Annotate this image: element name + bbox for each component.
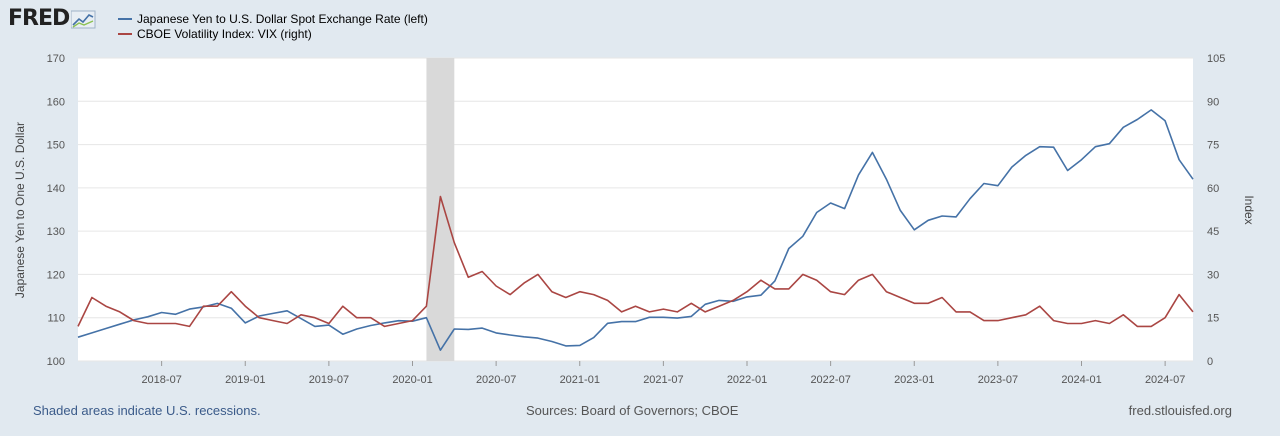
- series-group: [77, 109, 1194, 352]
- y-right-tick-label: 0: [1207, 356, 1213, 368]
- y-axis-right-label: Index: [1242, 195, 1256, 224]
- legend: Japanese Yen to U.S. Dollar Spot Exchang…: [118, 11, 428, 41]
- y-right-tick-label: 30: [1207, 269, 1219, 281]
- y-left-tick-label: 170: [47, 53, 65, 65]
- fred-logo[interactable]: FRED: [8, 6, 97, 31]
- legend-label-yen: Japanese Yen to U.S. Dollar Spot Exchang…: [137, 11, 428, 26]
- series-line-vix: [77, 195, 1194, 328]
- y-right-tick-label: 90: [1207, 96, 1219, 108]
- plot-area: [78, 58, 1193, 361]
- x-tick-label: 2023-07: [978, 374, 1018, 386]
- x-tick-label: 2022-01: [727, 374, 767, 386]
- y-left-tick-label: 110: [47, 313, 65, 325]
- x-tick-label: 2021-07: [643, 374, 683, 386]
- x-tick-label: 2020-07: [476, 374, 516, 386]
- recession-note: Shaded areas indicate U.S. recessions.: [33, 403, 261, 418]
- x-tick-label: 2021-01: [560, 374, 600, 386]
- y-right-tick-label: 105: [1207, 53, 1225, 65]
- x-tick-label: 2023-01: [894, 374, 934, 386]
- x-tick-label: 2022-07: [810, 374, 850, 386]
- y-left-tick-label: 100: [47, 356, 65, 368]
- x-tick-label: 2020-01: [392, 374, 432, 386]
- x-tick-label: 2024-07: [1145, 374, 1185, 386]
- site-link[interactable]: fred.stlouisfed.org: [1128, 403, 1232, 418]
- y-left-tick-label: 150: [47, 140, 65, 152]
- y-axis-right: 0 15 30 45 60 75 90 105: [1207, 53, 1225, 368]
- x-axis: 2018-07 2019-01 2019-07 2020-01 2020-07 2021-…: [141, 361, 1185, 386]
- chart-line-icon: [71, 10, 96, 28]
- legend-item-yen[interactable]: Japanese Yen to U.S. Dollar Spot Exchang…: [118, 11, 428, 26]
- recession-shading: [426, 58, 455, 361]
- y-right-tick-label: 60: [1207, 183, 1219, 195]
- legend-item-vix[interactable]: CBOE Volatility Index: VIX (right): [118, 26, 428, 41]
- y-left-tick-label: 140: [47, 183, 65, 195]
- y-right-tick-label: 15: [1207, 313, 1219, 325]
- x-tick-label: 2019-07: [309, 374, 349, 386]
- legend-label-vix: CBOE Volatility Index: VIX (right): [137, 26, 312, 41]
- y-left-tick-label: 160: [47, 96, 65, 108]
- y-axis-left-label: Japanese Yen to One U.S. Dollar: [13, 122, 27, 298]
- y-axis-left: 100 110 120 130 140 150 160 170: [47, 53, 65, 368]
- y-left-tick-label: 120: [47, 269, 65, 281]
- series-line-yen: [77, 109, 1194, 352]
- y-right-tick-label: 45: [1207, 226, 1219, 238]
- fred-logo-text: FRED: [8, 6, 70, 31]
- sources-text: Sources: Board of Governors; CBOE: [526, 403, 739, 418]
- x-tick-label: 2018-07: [141, 374, 181, 386]
- legend-swatch-yen: [118, 17, 132, 20]
- x-tick-label: 2024-01: [1061, 374, 1101, 386]
- gridlines: [78, 57, 1193, 362]
- recession-bar-0: [426, 58, 455, 361]
- x-tick-label: 2019-01: [225, 374, 265, 386]
- y-left-tick-label: 130: [47, 226, 65, 238]
- legend-swatch-vix: [118, 32, 132, 35]
- y-right-tick-label: 75: [1207, 140, 1219, 152]
